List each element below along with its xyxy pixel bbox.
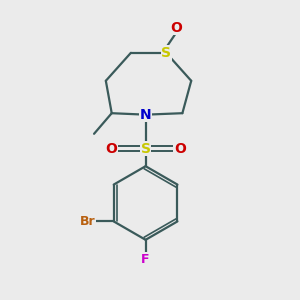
Text: S: S bbox=[161, 46, 171, 60]
Text: Br: Br bbox=[80, 215, 96, 228]
Text: F: F bbox=[141, 253, 150, 266]
Text: N: N bbox=[140, 108, 152, 122]
Text: O: O bbox=[174, 142, 186, 155]
Text: O: O bbox=[171, 21, 182, 35]
Text: O: O bbox=[105, 142, 117, 155]
Text: S: S bbox=[141, 142, 151, 155]
